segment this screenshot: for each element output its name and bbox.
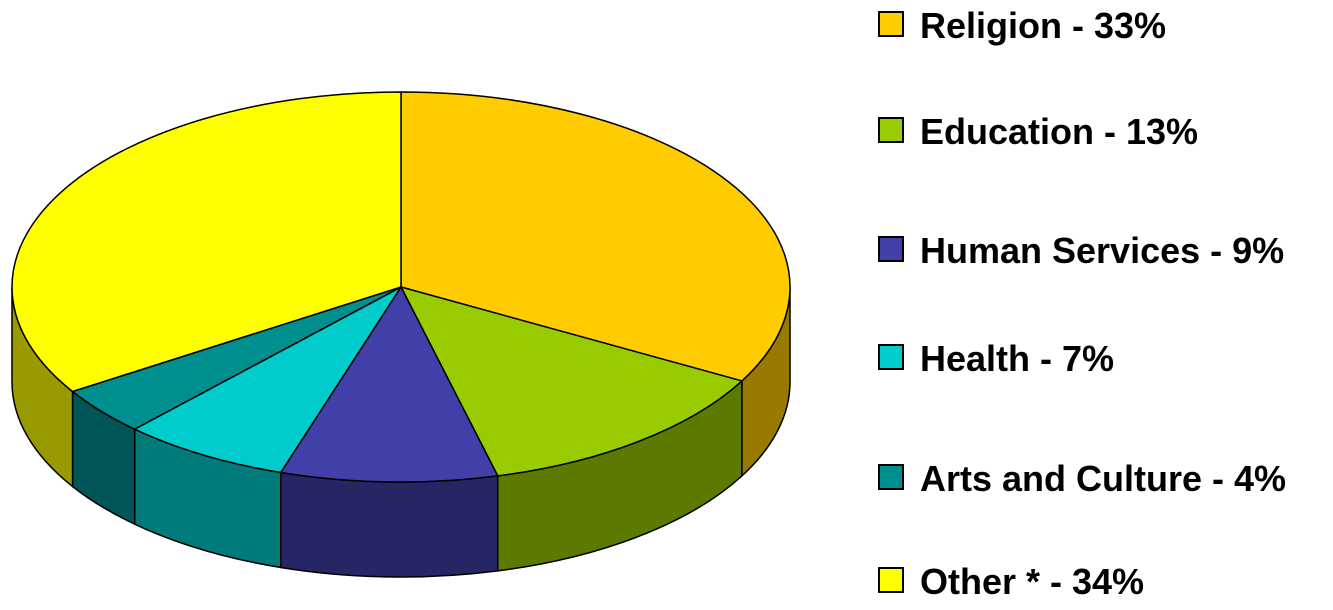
- legend-label: Health - 7%: [920, 338, 1115, 379]
- legend-item: Arts and Culture - 4%: [878, 455, 1332, 502]
- legend-item: Religion - 33%: [878, 2, 1332, 49]
- legend-label: Other * - 34%: [920, 561, 1145, 602]
- legend-item: Human Services - 9%: [878, 227, 1332, 274]
- legend-label: Education - 13%: [920, 111, 1199, 152]
- slice-side: [280, 471, 499, 578]
- legend-swatch: [878, 11, 904, 37]
- slice: [400, 286, 743, 477]
- legend-label: Religion - 33%: [920, 5, 1167, 46]
- legend-label: Human Services - 9%: [920, 230, 1285, 271]
- legend-swatch: [878, 567, 904, 593]
- legend-swatch: [878, 464, 904, 490]
- chart: [11, 91, 791, 578]
- legend-item: Health - 7%: [878, 335, 1332, 382]
- legend-label: Arts and Culture - 4%: [920, 458, 1287, 499]
- legend-swatch: [878, 236, 904, 262]
- slice: [11, 91, 402, 393]
- legend-item: Other * - 34%: [878, 558, 1332, 605]
- slice: [280, 286, 499, 483]
- slice: [133, 286, 402, 474]
- legend-item: Education - 13%: [878, 108, 1332, 155]
- slice: [400, 91, 791, 382]
- legend-swatch: [878, 117, 904, 143]
- legend-swatch: [878, 344, 904, 370]
